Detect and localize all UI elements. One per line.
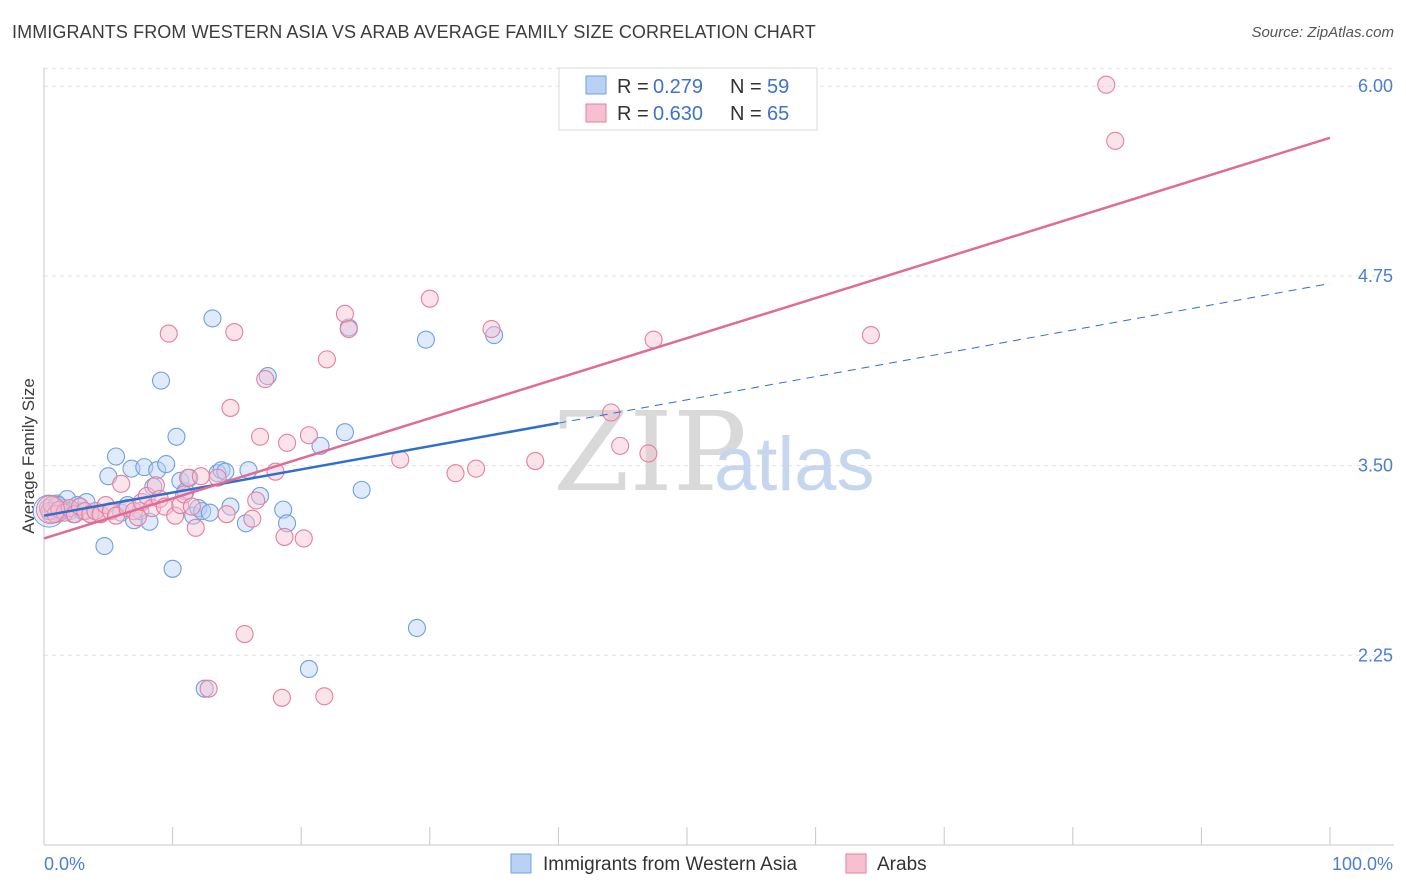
arabs-point <box>199 679 218 698</box>
arabs-point <box>235 625 254 644</box>
bottom-legend: Immigrants from Western Asia Arabs <box>510 853 927 875</box>
bottom-legend-label-arabs: Arabs <box>877 854 927 875</box>
arabs-point <box>420 289 439 308</box>
x-ticks <box>43 827 1331 845</box>
watermark-atlas: atlas <box>714 422 875 507</box>
immigrants-point <box>236 514 255 533</box>
arabs-point <box>294 529 313 548</box>
y-tick-labels: 2.25 3.50 4.75 6.00 <box>1358 76 1393 665</box>
immigrants-point <box>274 500 293 519</box>
legend-r-label-1: R = <box>617 76 649 98</box>
source-label: Source: ZipAtlas.com <box>1251 24 1394 41</box>
arabs-point <box>221 398 240 417</box>
arabs-point <box>275 527 294 546</box>
immigrants-point <box>258 367 277 386</box>
immigrants-point <box>195 679 214 698</box>
arabs-point <box>861 326 880 345</box>
arabs-point <box>317 350 336 369</box>
y-tick-label: 3.50 <box>1358 456 1393 476</box>
arabs-point <box>467 459 486 478</box>
arabs-point <box>256 370 275 389</box>
arabs-point <box>166 506 185 525</box>
arabs-point <box>278 433 297 452</box>
arabs-point <box>247 491 266 510</box>
arabs-point <box>639 444 658 463</box>
immigrants-point <box>200 503 219 522</box>
watermark-zip: ZIP <box>553 388 747 516</box>
legend-n-label-2: N = <box>730 103 762 125</box>
bottom-legend-label-immigrants: Immigrants from Western Asia <box>543 854 798 875</box>
arabs-point <box>299 426 318 445</box>
immigrants-point <box>151 371 171 390</box>
legend-swatch-pink <box>585 103 607 123</box>
immigrants-point <box>163 559 182 578</box>
arabs-point <box>81 505 100 524</box>
y-tick-label: 2.25 <box>1358 645 1393 665</box>
arabs-point <box>159 324 178 343</box>
arabs-trend-line <box>43 136 1331 540</box>
immigrants-point <box>148 461 167 480</box>
legend-n-value-2: 65 <box>767 103 789 125</box>
immigrants-point <box>140 512 159 531</box>
arabs-point <box>272 688 291 707</box>
immigrants-point <box>299 659 318 679</box>
arabs-point <box>225 323 244 342</box>
immigrants-point <box>167 427 186 446</box>
grid <box>44 67 1394 656</box>
arabs-point <box>182 497 201 516</box>
immigrants-trend-line <box>43 421 559 517</box>
bottom-legend-swatch-pink <box>845 853 867 874</box>
immigrants-point <box>335 423 354 442</box>
arabs-point <box>191 467 210 486</box>
arabs-point <box>250 427 270 446</box>
immigrants-point <box>193 502 212 521</box>
arabs-point <box>611 436 630 455</box>
x-tick-label-max: 100.0% <box>1332 854 1393 874</box>
immigrants-point <box>157 455 176 474</box>
arabs-point <box>146 476 165 495</box>
immigrants-point <box>278 514 297 533</box>
arabs-point <box>1106 131 1125 150</box>
trend-lines <box>43 136 1331 540</box>
immigrants-point <box>407 618 426 638</box>
immigrants-point <box>95 536 114 556</box>
y-axis-label: Average Family Size <box>19 378 38 534</box>
legend: R = 0.279 N = 59 R = 0.630 N = 65 <box>558 67 818 131</box>
chart-title: IMMIGRANTS FROM WESTERN ASIA VS ARAB AVE… <box>12 22 816 42</box>
arabs-point <box>35 495 65 525</box>
immigrants-point <box>352 480 371 499</box>
immigrants-point <box>416 330 435 349</box>
immigrants-trend-extension <box>558 283 1331 424</box>
arabs-point <box>339 319 358 339</box>
arabs-point <box>1097 75 1116 94</box>
bottom-legend-swatch-blue <box>510 853 532 874</box>
arabs-point <box>315 687 334 706</box>
legend-r-value-1: 0.279 <box>653 76 703 98</box>
arabs-point <box>112 474 131 493</box>
legend-r-label-2: R = <box>617 103 649 125</box>
arabs-point <box>243 509 262 528</box>
legend-n-label-1: N = <box>730 76 762 98</box>
arabs-point <box>217 505 236 524</box>
legend-swatch-blue <box>585 75 607 95</box>
immigrants-point <box>203 309 222 328</box>
legend-r-value-2: 0.630 <box>653 103 703 125</box>
y-tick-label: 4.75 <box>1358 266 1393 286</box>
immigrants-point <box>106 447 126 466</box>
x-tick-label-min: 0.0% <box>44 854 85 874</box>
arabs-point <box>186 518 205 537</box>
arabs-point <box>446 464 465 483</box>
arabs-point <box>482 319 501 339</box>
arabs-point <box>335 304 354 323</box>
arabs-point <box>526 452 545 471</box>
y-tick-label: 6.00 <box>1358 76 1393 96</box>
legend-n-value-1: 59 <box>767 76 789 98</box>
